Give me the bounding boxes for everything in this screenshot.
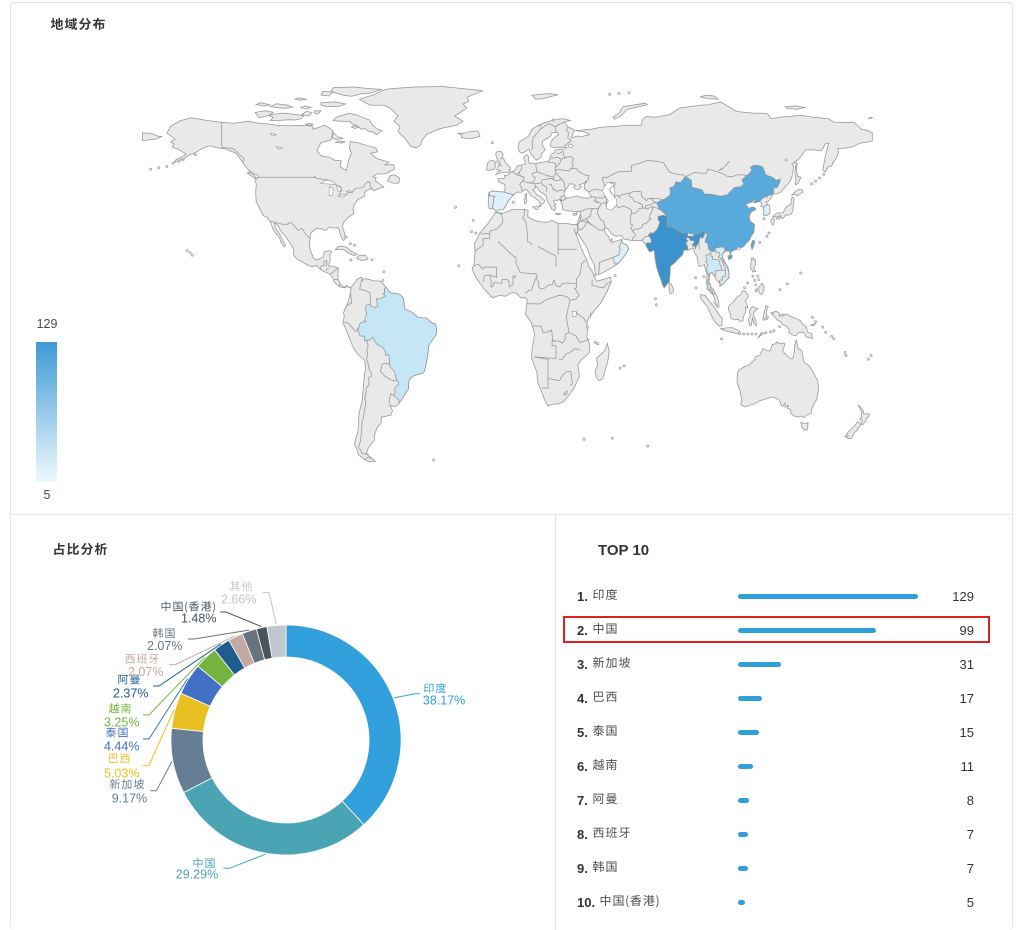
svg-text:2.07%: 2.07% [147,639,182,653]
svg-text:2.66%: 2.66% [221,593,256,607]
svg-text:1.48%: 1.48% [181,612,216,626]
svg-text:3.25%: 3.25% [104,715,139,729]
svg-text:29.29%: 29.29% [176,867,218,881]
svg-text:2.37%: 2.37% [113,687,148,701]
svg-text:4.44%: 4.44% [104,739,139,753]
svg-text:5.03%: 5.03% [104,766,139,780]
svg-text:38.17%: 38.17% [423,693,465,707]
svg-text:2.07%: 2.07% [128,665,163,679]
svg-text:9.17%: 9.17% [112,791,147,805]
